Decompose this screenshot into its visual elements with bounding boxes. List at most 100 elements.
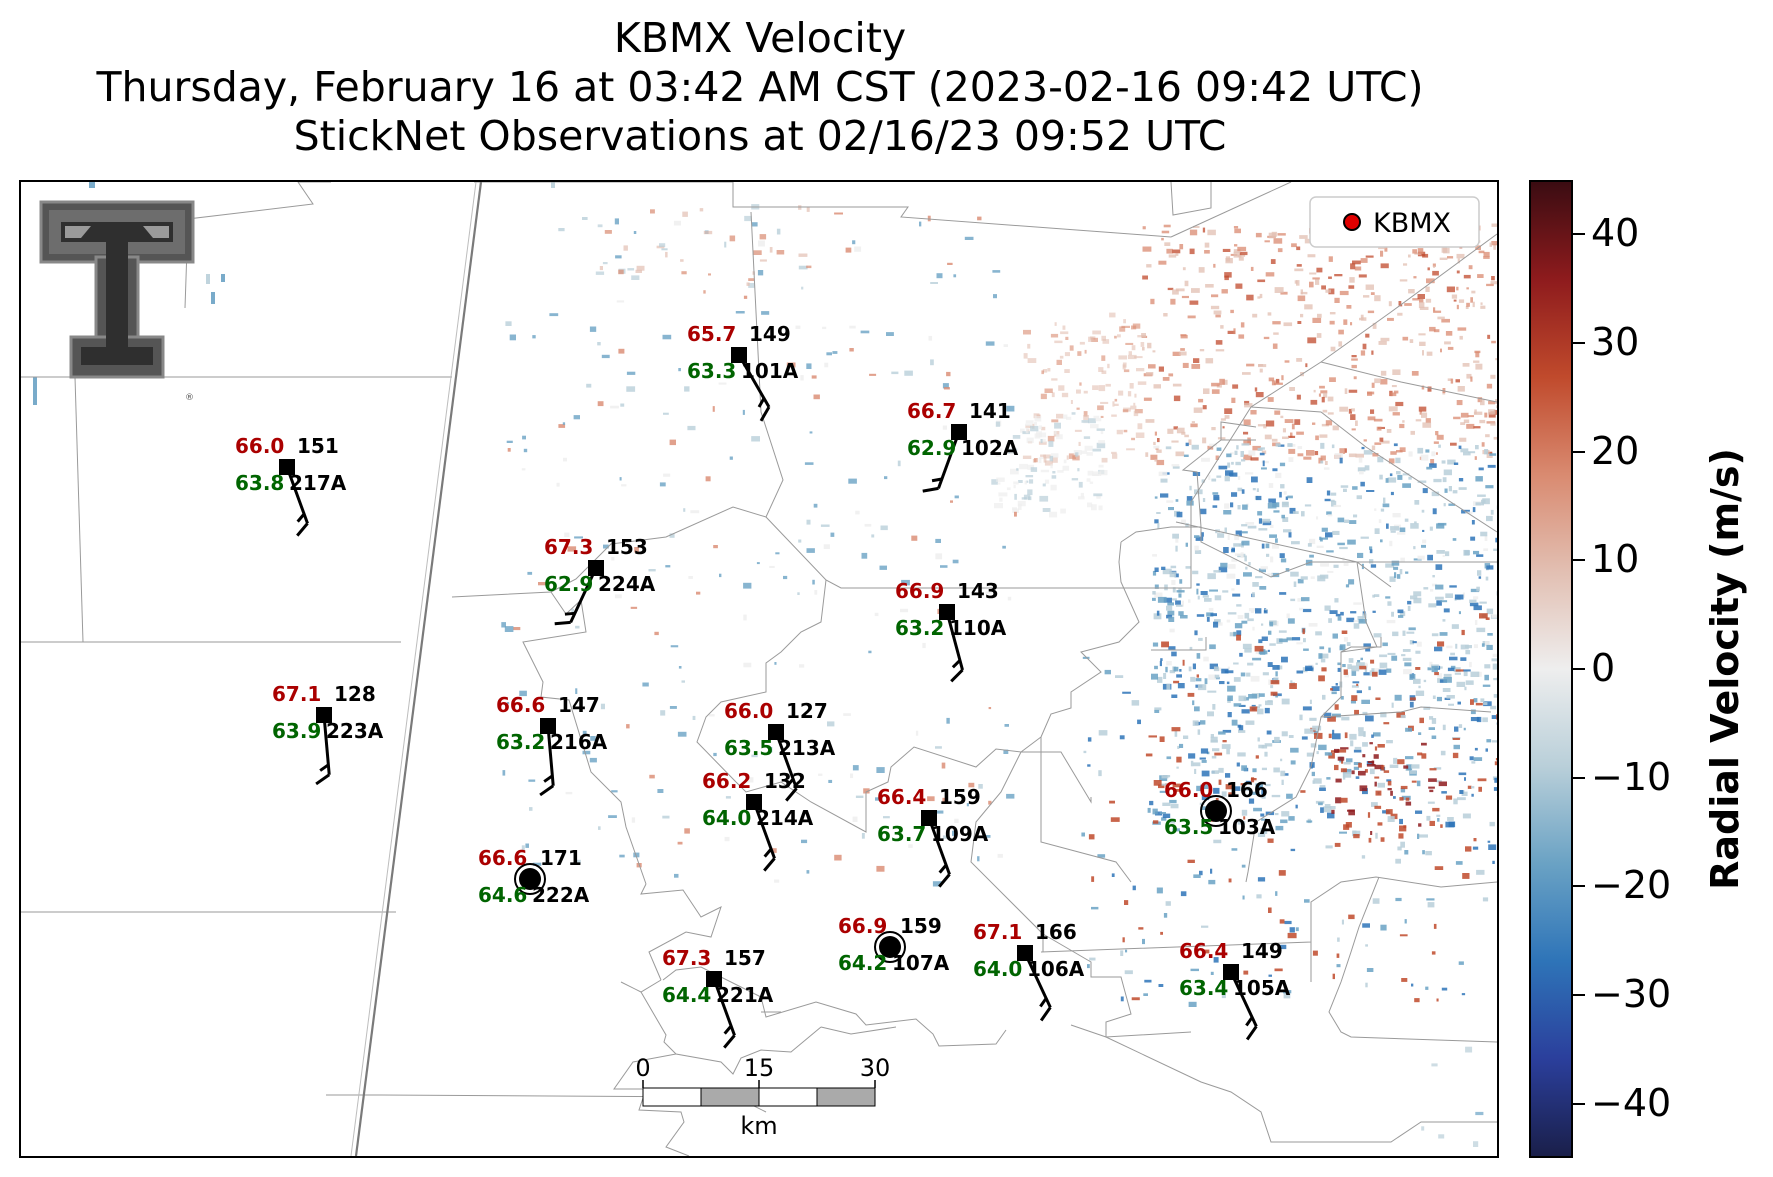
velocity-gate bbox=[1452, 752, 1459, 759]
velocity-gate bbox=[1145, 419, 1155, 423]
velocity-gate bbox=[1088, 834, 1095, 840]
velocity-gate bbox=[1488, 412, 1496, 418]
velocity-gate bbox=[1222, 248, 1231, 252]
wind-barb-flag bbox=[723, 1025, 733, 1035]
velocity-gate bbox=[1457, 327, 1467, 331]
velocity-gate bbox=[1358, 619, 1367, 624]
velocity-gate bbox=[1304, 304, 1313, 310]
velocity-gate bbox=[1475, 476, 1483, 482]
velocity-gate bbox=[1387, 601, 1392, 606]
velocity-gate bbox=[1483, 256, 1490, 259]
velocity-gate bbox=[1322, 409, 1328, 413]
velocity-gate bbox=[1307, 337, 1317, 344]
velocity-gate bbox=[1208, 879, 1216, 885]
wind-barb-flag bbox=[319, 763, 330, 772]
velocity-gate bbox=[947, 262, 953, 265]
velocity-gate bbox=[1170, 818, 1176, 824]
velocity-gate bbox=[1487, 840, 1491, 843]
velocity-gate bbox=[1162, 802, 1171, 806]
radar-map[interactable]: 65.7 149 63.3 101A 66.0 151 63.8 217A 66.7 141 62.… bbox=[19, 180, 1499, 1158]
velocity-gate bbox=[1119, 735, 1125, 740]
velocity-gate bbox=[1240, 552, 1244, 558]
velocity-gate bbox=[1166, 500, 1174, 503]
velocity-gate bbox=[757, 270, 764, 276]
velocity-gate bbox=[1402, 336, 1409, 341]
velocity-gate bbox=[575, 688, 578, 694]
velocity-gate bbox=[1431, 633, 1439, 637]
velocity-gate bbox=[631, 817, 636, 823]
velocity-gate bbox=[1081, 832, 1085, 837]
velocity-gate bbox=[724, 241, 727, 248]
velocity-gate bbox=[1235, 461, 1241, 466]
velocity-gate bbox=[678, 666, 682, 669]
velocity-gate bbox=[1418, 333, 1426, 336]
velocity-gate bbox=[927, 215, 931, 222]
velocity-gate bbox=[1240, 322, 1245, 328]
velocity-gate bbox=[1175, 288, 1185, 292]
velocity-gate bbox=[1435, 564, 1443, 570]
velocity-gate bbox=[1371, 350, 1374, 355]
velocity-gate bbox=[1360, 536, 1369, 539]
velocity-gate bbox=[1159, 790, 1168, 793]
velocity-gate bbox=[1328, 733, 1332, 739]
velocity-gate bbox=[1337, 756, 1345, 761]
velocity-gate bbox=[1075, 452, 1079, 457]
velocity-gate bbox=[1233, 328, 1236, 335]
velocity-gate bbox=[1178, 611, 1184, 616]
velocity-gate bbox=[1377, 744, 1385, 748]
velocity-gate bbox=[532, 335, 536, 339]
velocity-gate bbox=[1013, 485, 1016, 489]
velocity-gate bbox=[1485, 576, 1489, 581]
velocity-gate bbox=[1282, 517, 1289, 522]
velocity-gate bbox=[1393, 566, 1399, 570]
velocity-gate bbox=[1366, 490, 1375, 492]
velocity-gate bbox=[1214, 595, 1222, 601]
velocity-gate bbox=[1209, 644, 1216, 650]
velocity-gate bbox=[1361, 855, 1366, 859]
velocity-gate bbox=[1358, 731, 1366, 737]
velocity-gate bbox=[1268, 679, 1272, 685]
velocity-gate bbox=[1309, 554, 1314, 558]
velocity-gate bbox=[1362, 343, 1367, 350]
velocity-gate bbox=[1076, 389, 1081, 394]
velocity-gate bbox=[1397, 609, 1404, 614]
velocity-gate bbox=[1471, 761, 1476, 764]
velocity-gate bbox=[1455, 379, 1460, 383]
velocity-gate bbox=[884, 476, 888, 480]
velocity-gate bbox=[1161, 566, 1166, 570]
velocity-gate bbox=[1218, 779, 1222, 785]
velocity-gate bbox=[1252, 592, 1255, 597]
velocity-gate bbox=[1190, 968, 1199, 972]
velocity-gate bbox=[1294, 419, 1301, 425]
velocity-gate bbox=[1222, 729, 1232, 733]
velocity-gate bbox=[1131, 997, 1140, 1001]
velocity-gate bbox=[806, 363, 812, 369]
velocity-gate bbox=[1316, 267, 1323, 273]
velocity-gate bbox=[1429, 661, 1433, 668]
velocity-gate bbox=[748, 278, 754, 281]
velocity-gate bbox=[806, 265, 812, 269]
velocity-gate bbox=[1431, 491, 1440, 497]
velocity-gate bbox=[1468, 265, 1473, 270]
velocity-gate bbox=[1297, 598, 1305, 602]
velocity-gate bbox=[1251, 777, 1255, 783]
velocity-gate bbox=[1397, 474, 1403, 480]
velocity-gate bbox=[1211, 427, 1216, 431]
velocity-gate bbox=[1374, 442, 1382, 445]
velocity-gate bbox=[1431, 1063, 1438, 1067]
velocity-gate bbox=[1271, 794, 1281, 798]
velocity-gate bbox=[1300, 790, 1306, 793]
velocity-gate bbox=[1154, 567, 1159, 572]
velocity-gate bbox=[699, 208, 704, 212]
velocity-gate bbox=[1233, 226, 1239, 229]
velocity-gate bbox=[1446, 645, 1453, 649]
velocity-gate bbox=[1444, 488, 1448, 493]
velocity-gate bbox=[1406, 764, 1413, 771]
velocity-gate bbox=[1372, 610, 1376, 613]
velocity-gate bbox=[1227, 666, 1230, 670]
velocity-gate bbox=[1380, 337, 1390, 342]
velocity-gate bbox=[1373, 633, 1382, 638]
velocity-gate bbox=[1248, 450, 1256, 456]
station-id: 107A bbox=[892, 951, 950, 975]
